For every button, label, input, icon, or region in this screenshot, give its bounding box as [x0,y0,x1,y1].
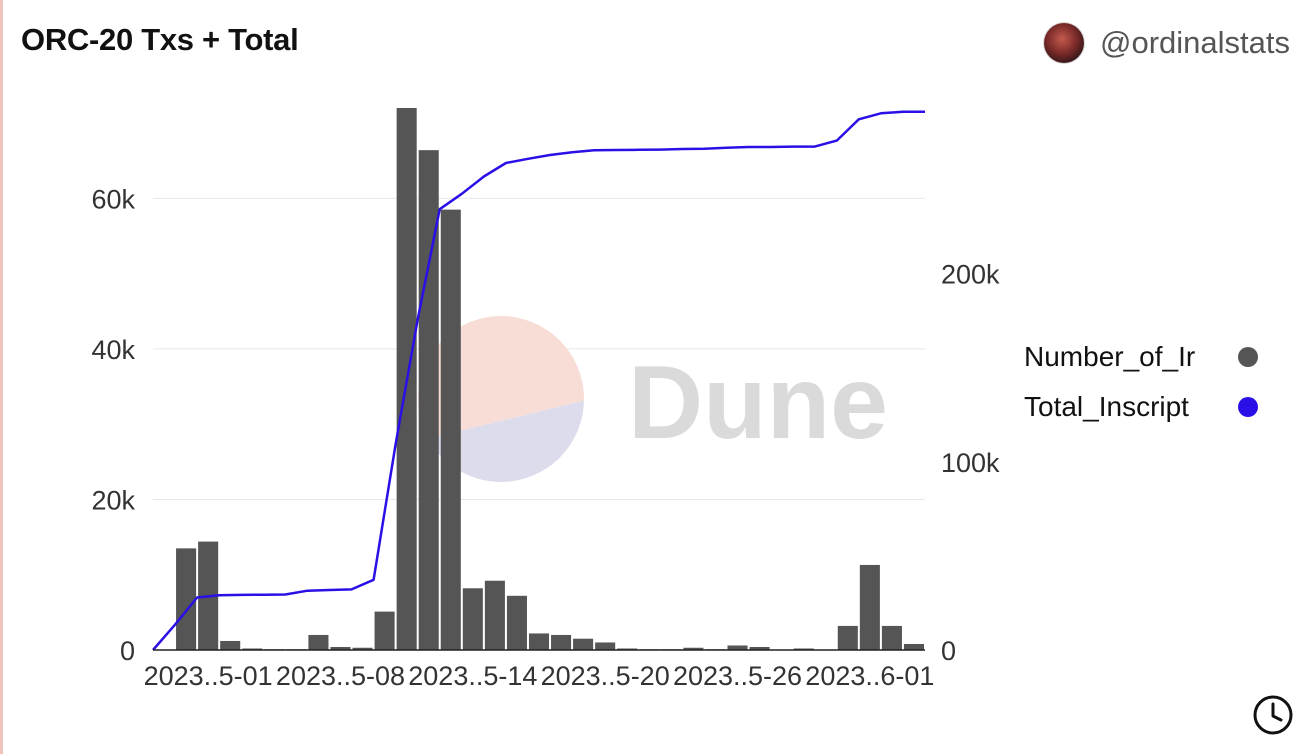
y-left-tick-label: 0 [120,636,135,666]
line-series [152,110,925,651]
legend-item-line[interactable]: Total_Inscript [1024,382,1258,432]
bar[interactable] [573,638,594,650]
watermark-text: Dune [628,345,888,461]
bar[interactable] [793,648,814,650]
author-badge[interactable]: @ordinalstats [1044,18,1290,68]
bar[interactable] [859,564,880,650]
x-tick-label: 2023..6-01 [805,661,934,691]
line-series-path[interactable] [152,110,925,651]
bar[interactable] [418,150,439,650]
bar[interactable] [727,645,748,650]
author-name: @ordinalstats [1100,25,1290,60]
bar[interactable] [617,648,638,650]
bar[interactable] [220,640,241,650]
chart-title: ORC-20 Txs + Total [21,22,299,57]
bar[interactable] [484,580,505,650]
dune-watermark: Dune [418,316,888,482]
bar[interactable] [440,209,461,650]
bar[interactable] [242,648,263,650]
legend-dot-bars [1238,347,1258,367]
y-left-tick-label: 40k [91,335,135,365]
bar[interactable] [528,633,550,650]
y-right-tick-label: 0 [941,636,956,666]
legend-label-line: Total_Inscript [1024,391,1189,422]
bar[interactable] [595,642,616,650]
bar[interactable] [308,634,329,650]
bar[interactable] [683,647,704,650]
x-tick-label: 2023..5-08 [276,661,405,691]
bar[interactable] [506,595,527,650]
x-tick-label: 2023..5-01 [144,661,273,691]
x-tick-label: 2023..5-26 [673,661,802,691]
legend-label-bars: Number_of_Ir [1024,341,1196,372]
bar[interactable] [903,643,924,650]
legend-dot-line [1238,397,1258,417]
bar[interactable] [330,646,351,650]
legend-item-bars[interactable]: Number_of_Ir [1024,332,1258,382]
avatar [1044,23,1084,63]
bar[interactable] [352,647,373,650]
bar[interactable] [176,548,197,650]
bar[interactable] [462,588,483,650]
y-left-tick-label: 20k [91,485,135,515]
bar[interactable] [749,646,770,650]
legend: Number_of_Ir Total_Inscript [1024,332,1258,432]
y-right-tick-label: 200k [941,260,1000,290]
bar[interactable] [837,625,858,650]
y-right-tick-label: 100k [941,448,1000,478]
y-left-tick-label: 60k [91,184,135,214]
clock-icon[interactable] [1252,694,1294,736]
bar[interactable] [881,625,902,650]
x-tick-label: 2023..5-20 [541,661,670,691]
bar[interactable] [374,611,395,650]
x-tick-label: 2023..5-14 [408,661,537,691]
bar[interactable] [551,634,572,650]
